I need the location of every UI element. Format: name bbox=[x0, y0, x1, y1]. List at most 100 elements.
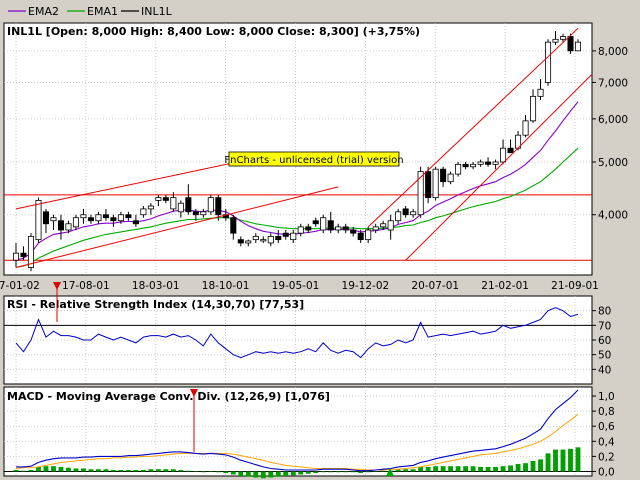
candle-body bbox=[177, 202, 184, 213]
macd-histogram-bar bbox=[538, 459, 543, 472]
macd-histogram-bar bbox=[343, 471, 349, 473]
x-tick-label: 19-12-02 bbox=[342, 280, 390, 292]
candle-body bbox=[425, 171, 432, 199]
candle-body bbox=[12, 252, 20, 261]
candle-body bbox=[207, 197, 214, 213]
candle-body bbox=[20, 252, 27, 258]
ema1-line bbox=[15, 147, 579, 269]
macd-histogram-bar bbox=[433, 466, 439, 472]
candle-body bbox=[117, 214, 124, 222]
macd-histogram-bar bbox=[163, 469, 169, 472]
ema2-line bbox=[15, 101, 579, 261]
macd-histogram-bar bbox=[380, 470, 386, 472]
x-tick-label: 21-09-01 bbox=[551, 280, 599, 292]
candle-body bbox=[500, 147, 507, 163]
x-tick-label: 18-10-01 bbox=[202, 280, 250, 292]
macd-histogram-bar bbox=[36, 466, 41, 472]
candle-body bbox=[522, 120, 529, 136]
macd-y-tick-label: 0,2 bbox=[598, 451, 615, 463]
macd-histogram-bar bbox=[170, 469, 176, 472]
candle-body bbox=[447, 173, 454, 183]
candle-body bbox=[192, 211, 199, 216]
macd-histogram-bar bbox=[268, 471, 274, 478]
candle-body bbox=[170, 197, 177, 210]
candle-body bbox=[305, 226, 312, 231]
macd-histogram-bar bbox=[523, 463, 528, 472]
candle-body bbox=[567, 36, 574, 52]
macd-histogram-bar bbox=[215, 471, 221, 473]
candle-body bbox=[27, 235, 35, 268]
candle-body bbox=[140, 208, 147, 216]
macd-histogram-bar bbox=[95, 469, 101, 472]
macd-histogram-bar bbox=[298, 471, 304, 475]
macd-panel: 1,0 0,8 0,6 0,4 0,2 0,0 MACD - Moving Average… bbox=[3, 386, 615, 478]
candle-body bbox=[230, 217, 237, 234]
candle-body bbox=[162, 197, 169, 201]
candle-body bbox=[155, 197, 162, 201]
macd-histogram-bar bbox=[560, 449, 566, 472]
candle-body bbox=[125, 214, 132, 219]
macd-histogram-bar bbox=[410, 469, 416, 472]
macd-histogram-bar bbox=[245, 471, 251, 477]
candle-body bbox=[402, 208, 409, 216]
trend-line bbox=[367, 27, 579, 228]
price-y-tick-label: 4,000 bbox=[598, 210, 628, 222]
candle-body bbox=[492, 161, 499, 165]
macd-signal-line bbox=[15, 413, 579, 471]
x-tick-label: 21-02-01 bbox=[481, 280, 529, 292]
candle-body bbox=[72, 217, 79, 228]
macd-histogram-bar bbox=[470, 466, 476, 472]
candle-body bbox=[357, 232, 364, 241]
legend-label-ema2: EMA2 bbox=[28, 5, 59, 18]
macd-histogram-bar bbox=[478, 466, 484, 472]
macd-histogram-bar bbox=[148, 469, 154, 472]
macd-histogram-bar bbox=[185, 470, 191, 472]
macd-histogram-bar bbox=[140, 469, 146, 472]
price-y-tick-label: 7,000 bbox=[598, 77, 628, 89]
candle-body bbox=[50, 217, 57, 222]
candle-body bbox=[342, 226, 349, 231]
x-tick-label: 17-01-02 bbox=[0, 280, 40, 292]
candle-body bbox=[477, 161, 484, 165]
candle-body bbox=[335, 226, 342, 231]
macd-histogram-bar bbox=[253, 471, 259, 478]
price-header: INL1L [Open: 8,000 High: 8,400 Low: 8,00… bbox=[7, 25, 420, 38]
sell-arrow-icon bbox=[53, 282, 61, 290]
macd-histogram-bar bbox=[493, 466, 499, 472]
watermark-box bbox=[228, 151, 400, 167]
macd-histogram-bar bbox=[178, 469, 184, 472]
candle-body bbox=[507, 147, 514, 154]
macd-histogram-bar bbox=[508, 465, 513, 472]
macd-histogram-bar bbox=[200, 471, 206, 473]
rsi-y-tick-label: 50 bbox=[598, 350, 611, 362]
candle-body bbox=[237, 239, 244, 244]
candle-body bbox=[35, 200, 42, 241]
macd-histogram-bar bbox=[365, 471, 371, 473]
candle-body bbox=[87, 217, 94, 222]
macd-histogram-bar bbox=[133, 469, 139, 472]
macd-histogram-bar bbox=[335, 471, 341, 473]
rsi-line bbox=[15, 307, 579, 359]
price-y-tick-label: 8,000 bbox=[598, 46, 628, 58]
rsi-y-tick-label: 70 bbox=[598, 320, 611, 332]
candle-body bbox=[372, 226, 379, 231]
candle-body bbox=[485, 161, 492, 165]
macd-histogram-bar bbox=[418, 466, 424, 472]
macd-y-tick-label: 0,8 bbox=[598, 406, 615, 418]
macd-histogram-bar bbox=[455, 466, 461, 472]
signal-arrows bbox=[53, 282, 394, 476]
price-panel: 8,000 7,000 6,000 5,000 4,000 INL1L [Open: 8… bbox=[3, 22, 628, 276]
macd-histogram-bar bbox=[575, 447, 581, 472]
candle-body bbox=[147, 205, 154, 210]
macd-histogram-bar bbox=[440, 466, 446, 472]
rsi-header: RSI - Relative Strength Index (14,30,70)… bbox=[7, 298, 304, 311]
macd-histogram-bar bbox=[395, 469, 401, 472]
candle-body bbox=[440, 168, 447, 183]
macd-histogram-bar bbox=[358, 471, 364, 473]
rsi-y-tick-label: 60 bbox=[598, 335, 611, 347]
candle-body bbox=[410, 211, 417, 216]
watermark-text: FnCharts - unlicensed (trial) version bbox=[224, 155, 403, 166]
x-axis: 17-01-02 17-08-01 18-03-01 18-10-01 19-05-01… bbox=[0, 280, 599, 292]
macd-histogram-bar bbox=[155, 469, 161, 472]
candle-body bbox=[297, 226, 304, 234]
